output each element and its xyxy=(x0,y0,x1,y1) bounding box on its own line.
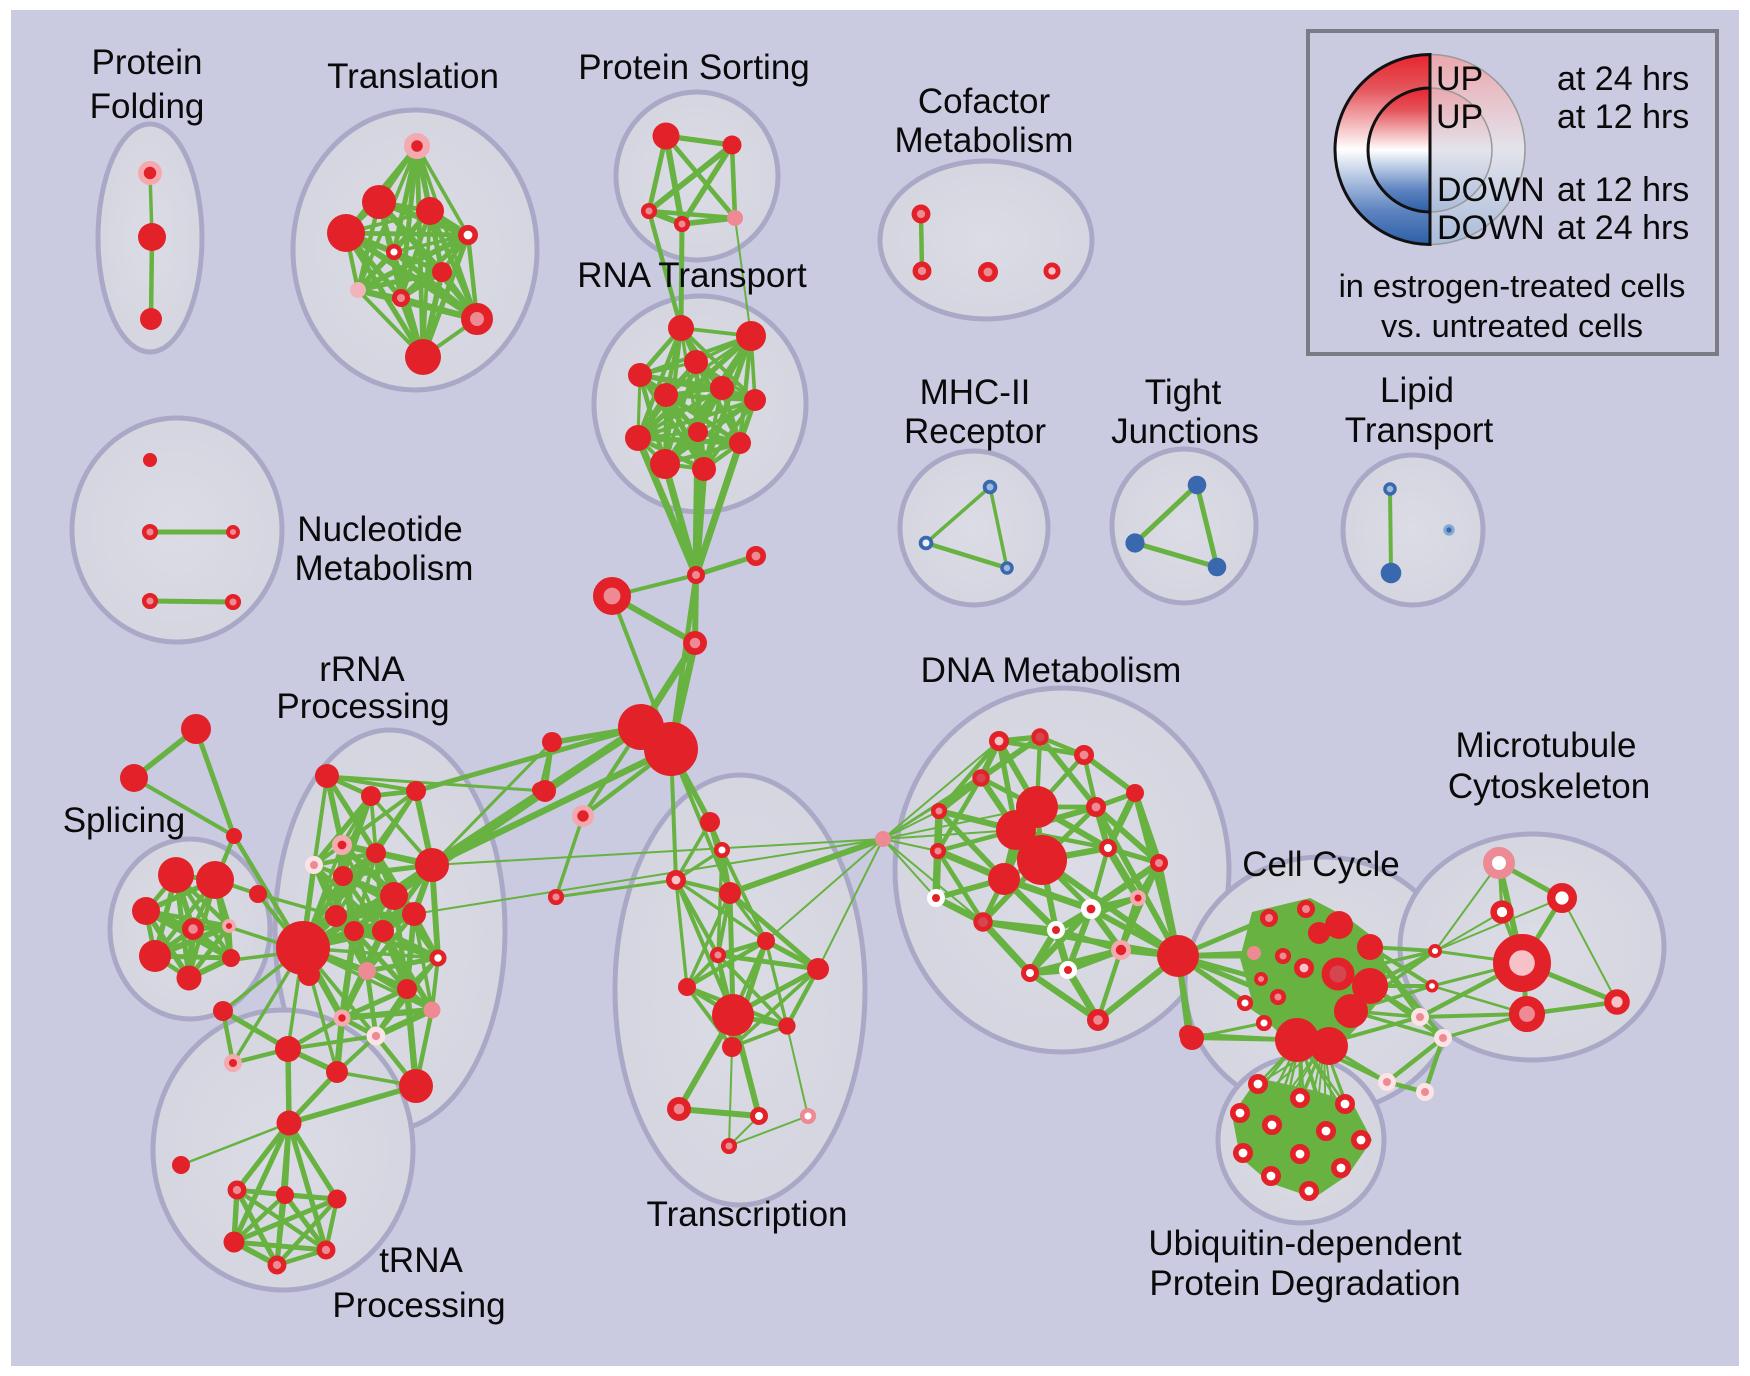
svg-text:rRNA: rRNA xyxy=(319,650,405,689)
svg-text:RNA Transport: RNA Transport xyxy=(577,256,807,295)
svg-text:Cofactor: Cofactor xyxy=(918,82,1051,121)
svg-text:Junctions: Junctions xyxy=(1111,412,1259,451)
svg-text:Receptor: Receptor xyxy=(904,412,1046,451)
svg-text:Translation: Translation xyxy=(327,57,499,96)
svg-text:DOWN: DOWN xyxy=(1437,171,1545,209)
svg-text:Processing: Processing xyxy=(332,1286,505,1325)
svg-text:Metabolism: Metabolism xyxy=(895,121,1074,160)
svg-text:UP: UP xyxy=(1436,60,1483,98)
svg-text:Splicing: Splicing xyxy=(63,801,186,840)
svg-text:in estrogen-treated cells: in estrogen-treated cells xyxy=(1339,268,1686,304)
svg-text:tRNA: tRNA xyxy=(379,1241,463,1280)
svg-text:Metabolism: Metabolism xyxy=(295,549,474,588)
svg-text:Protein Sorting: Protein Sorting xyxy=(578,48,810,87)
svg-text:Lipid: Lipid xyxy=(1380,371,1454,410)
svg-text:Folding: Folding xyxy=(90,87,205,126)
svg-text:Transcription: Transcription xyxy=(647,1195,848,1234)
svg-text:Ubiquitin-dependent: Ubiquitin-dependent xyxy=(1148,1224,1462,1263)
svg-text:at 24 hrs: at 24 hrs xyxy=(1557,60,1689,98)
svg-text:Cytoskeleton: Cytoskeleton xyxy=(1448,767,1650,806)
svg-text:Tight: Tight xyxy=(1145,373,1222,412)
svg-text:vs. untreated cells: vs. untreated cells xyxy=(1381,308,1643,344)
svg-text:Protein Degradation: Protein Degradation xyxy=(1149,1264,1460,1303)
svg-text:Nucleotide: Nucleotide xyxy=(297,510,462,549)
svg-text:Cell Cycle: Cell Cycle xyxy=(1242,845,1400,884)
svg-text:DNA Metabolism: DNA Metabolism xyxy=(921,651,1182,690)
svg-text:Microtubule: Microtubule xyxy=(1456,726,1637,765)
svg-text:at 24 hrs: at 24 hrs xyxy=(1557,209,1689,247)
svg-text:UP: UP xyxy=(1436,98,1483,136)
svg-text:at 12 hrs: at 12 hrs xyxy=(1557,98,1689,136)
svg-text:Transport: Transport xyxy=(1345,411,1494,450)
svg-text:MHC-II: MHC-II xyxy=(920,373,1031,412)
svg-text:Protein: Protein xyxy=(92,43,203,82)
svg-text:Processing: Processing xyxy=(276,687,449,726)
svg-text:DOWN: DOWN xyxy=(1437,209,1545,247)
svg-text:at 12 hrs: at 12 hrs xyxy=(1557,171,1689,209)
